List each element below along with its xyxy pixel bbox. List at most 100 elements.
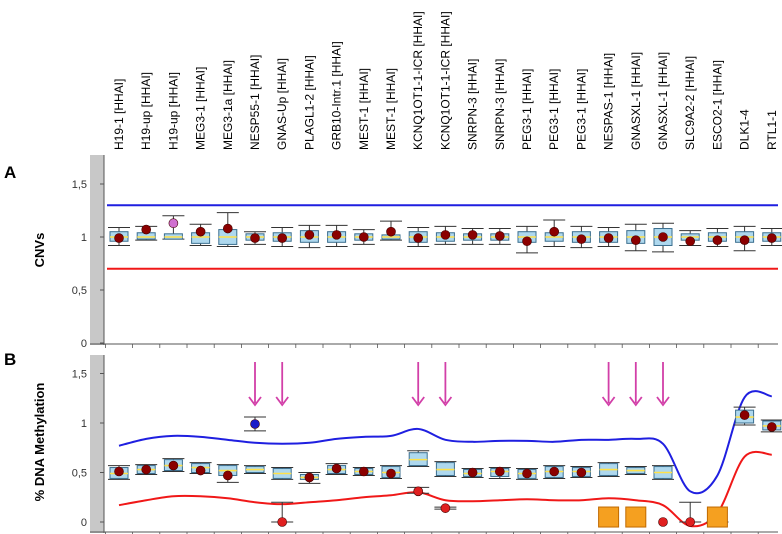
panel-b-arrow-head <box>438 396 453 407</box>
panel-a-sample-point <box>168 218 179 229</box>
probe-label: PEG3-1 [HHAI] <box>520 69 534 150</box>
panel-b-arrow-head <box>248 396 262 407</box>
panel-b-sample-point <box>739 410 750 420</box>
panel-letter-a: A <box>4 163 16 182</box>
panel-b-sample-point <box>358 466 369 477</box>
panel-a-sample-point <box>114 233 124 243</box>
panel-b-sample-point <box>685 517 696 527</box>
panel-a-sample-point <box>440 230 451 240</box>
panel-b-sample-point <box>658 517 668 527</box>
probe-label: MEG3-1a [HHAI] <box>221 60 235 150</box>
panel-b-y-tick-label: 0,5 <box>72 468 87 480</box>
probe-label: SNRPN-3 [HHAI] <box>493 59 507 150</box>
probe-label: PEG3-1 [HHAI] <box>547 69 561 150</box>
panel-b-square-marker <box>625 506 647 528</box>
panel-b-sample-point <box>223 470 233 481</box>
panel-b-arrow-head <box>656 396 670 407</box>
panel-b-square-marker <box>706 506 728 528</box>
panel-a-sample-point <box>603 233 614 243</box>
panel-b-y-tick-label: 0 <box>81 517 87 529</box>
panel-a-sample-point <box>277 233 288 243</box>
panel-a-sample-point <box>576 234 587 244</box>
panel-letter-b: B <box>4 350 16 369</box>
probe-label: GRB10-Intr.1 [HHAI] <box>330 41 344 150</box>
panel-a-sample-point <box>304 230 315 240</box>
probe-label: MEG3-1 [HHAI] <box>194 67 208 150</box>
probe-label: MEST-1 [HHAI] <box>384 68 398 150</box>
panel-a-sample-point <box>685 236 696 247</box>
panel-b-sample-point <box>413 486 424 497</box>
panel-a-sample-point <box>658 232 668 242</box>
panel-b-side-bar <box>90 355 104 533</box>
panel-a-sample-point <box>549 226 560 237</box>
panel-a-side-bar <box>90 155 104 345</box>
panel-b-arrow-head <box>411 396 425 407</box>
probe-label: NESPAS-1 [HHAI] <box>602 53 616 150</box>
panel-b-lower-reference-curve <box>118 450 772 528</box>
probe-label: NESP55-1 [HHAI] <box>248 55 262 150</box>
panel-b-sample-point <box>114 466 124 477</box>
panel-b-sample-point <box>304 472 315 483</box>
panel-a-sample-point <box>386 226 396 237</box>
panel-b-y-tick-label: 1 <box>81 418 87 430</box>
panel-a-y-tick-label: 0 <box>81 338 87 350</box>
panel-a-sample-point <box>358 232 369 242</box>
probe-label: RTL1-1 <box>765 110 779 150</box>
probe-label: SNRPN-3 [HHAI] <box>466 59 480 150</box>
panel-b-sample-point <box>549 466 560 477</box>
panel-b-sample-point <box>576 467 587 478</box>
panel-a-y-tick-label: 1 <box>81 232 87 244</box>
probe-label: H19-up [HHAI] <box>166 72 180 150</box>
panel-b-sample-point <box>168 460 179 471</box>
probe-label: KCNQ1OT1-1-ICR [HHAI] <box>411 11 425 150</box>
panel-a-sample-point <box>141 224 151 235</box>
panel-b-sample-point <box>250 419 260 429</box>
panel-b-sample-point <box>467 467 478 478</box>
panel-b-sample-point <box>195 465 206 476</box>
probe-label: H19-up [HHAI] <box>139 72 153 150</box>
panel-a-sample-point <box>250 233 260 243</box>
panel-a-sample-point <box>766 233 777 243</box>
probe-labels: H19-1 [HHAI] H19-up [HHAI] H19-up [HHAI] ME… <box>112 11 779 150</box>
panel-a-sample-point <box>522 236 532 247</box>
panel-b-upper-reference-curve <box>118 390 772 495</box>
panel-a-sample-point <box>494 231 505 241</box>
panel-b-y-label: % DNA Methylation <box>32 383 47 502</box>
probe-label: PEG3-1 [HHAI] <box>574 69 588 150</box>
panel-a-cnv-chart: 0 0,5 1 1,5 CNVs <box>32 155 782 350</box>
panel-b-sample-point <box>331 463 342 474</box>
probe-label: GNAS-Up [HHAI] <box>275 58 289 150</box>
probe-label: GNASXL-1 [HHAI] <box>629 52 643 150</box>
panel-a-sample-point <box>630 235 641 245</box>
panel-b-arrow-head <box>629 396 643 407</box>
probe-label: MEST-1 [HHAI] <box>357 68 371 150</box>
panel-a-y-tick-label: 1,5 <box>72 179 87 191</box>
panel-b-sample-point <box>494 466 505 477</box>
panel-b-sample-point <box>277 517 288 527</box>
panel-b-arrow-head <box>601 396 616 407</box>
panel-a-sample-point <box>223 223 233 234</box>
probe-label: GNASXL-1 [HHAI] <box>656 52 670 150</box>
panel-a-sample-point <box>195 226 206 237</box>
panel-a-y-label: CNVs <box>32 233 47 268</box>
panel-b-sample-point <box>386 468 396 479</box>
probe-label: DLK1-4 <box>738 109 752 150</box>
panel-b-y-tick-label: 1,5 <box>72 369 87 381</box>
panel-b-methylation-chart: 0 0,5 1 1,5 % DNA Methylation <box>32 355 782 534</box>
panel-b-arrow-head <box>275 396 289 407</box>
panel-b-sample-point <box>141 464 151 475</box>
panel-b-sample-point <box>440 503 451 513</box>
probe-label: PLAGL1-2 [HHAI] <box>302 55 316 150</box>
panel-a-sample-point <box>467 230 478 240</box>
panel-b-sample-point <box>522 468 532 479</box>
panel-b-square-marker <box>598 506 620 528</box>
probe-label: KCNQ1OT1-1-ICR [HHAI] <box>438 11 452 150</box>
panel-a-sample-point <box>739 235 750 245</box>
panel-a-sample-point <box>413 233 424 243</box>
panel-a-sample-point <box>331 230 342 240</box>
probe-label: H19-1 [HHAI] <box>112 79 126 150</box>
panel-a-y-tick-label: 0,5 <box>72 285 87 297</box>
probe-label: SLC9A2-2 [HHAI] <box>683 56 697 150</box>
probe-label: ESCO2-1 [HHAI] <box>710 60 724 150</box>
